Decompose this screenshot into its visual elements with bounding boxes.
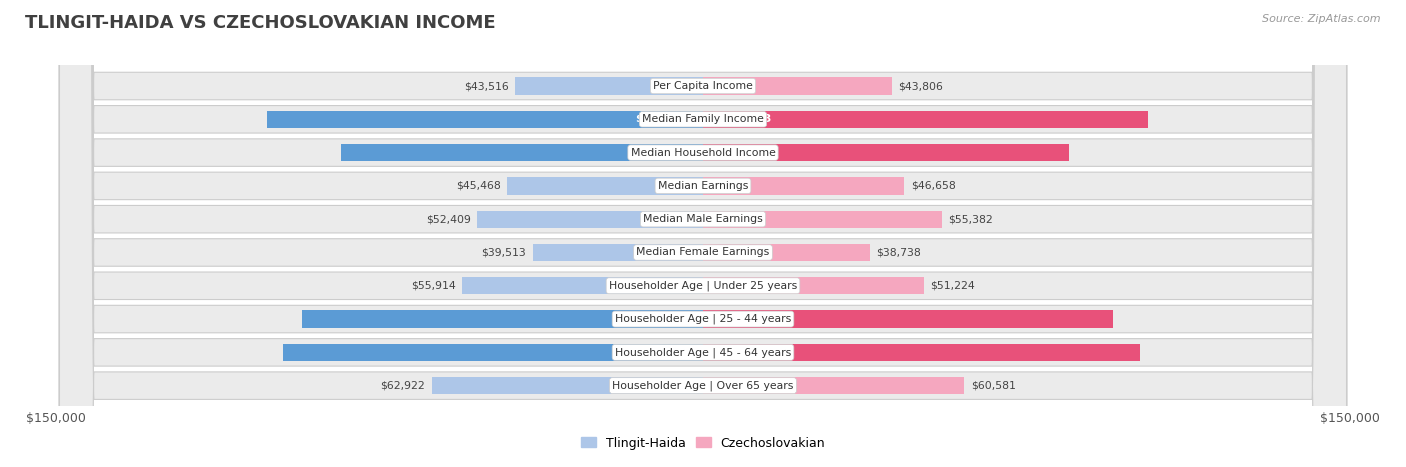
Bar: [703, 311, 1114, 328]
FancyBboxPatch shape: [59, 0, 1347, 467]
FancyBboxPatch shape: [59, 0, 1347, 467]
Text: Householder Age | 25 - 44 years: Householder Age | 25 - 44 years: [614, 314, 792, 324]
Bar: [703, 344, 1140, 361]
Bar: [302, 311, 703, 328]
Text: $46,658: $46,658: [911, 181, 956, 191]
FancyBboxPatch shape: [59, 0, 1347, 467]
FancyBboxPatch shape: [59, 0, 1347, 467]
Bar: [703, 111, 1149, 128]
Text: $52,409: $52,409: [426, 214, 471, 224]
Legend: Tlingit-Haida, Czechoslovakian: Tlingit-Haida, Czechoslovakian: [575, 432, 831, 454]
Text: Source: ZipAtlas.com: Source: ZipAtlas.com: [1263, 14, 1381, 24]
Text: TLINGIT-HAIDA VS CZECHOSLOVAKIAN INCOME: TLINGIT-HAIDA VS CZECHOSLOVAKIAN INCOME: [25, 14, 496, 32]
Text: $101,387: $101,387: [714, 347, 770, 357]
Bar: [703, 377, 965, 394]
Text: $39,513: $39,513: [481, 248, 526, 257]
Text: $43,516: $43,516: [464, 81, 509, 91]
Text: $95,070: $95,070: [714, 314, 763, 324]
Bar: [516, 78, 703, 95]
Bar: [533, 244, 703, 261]
Text: $38,738: $38,738: [876, 248, 921, 257]
Text: Householder Age | Over 65 years: Householder Age | Over 65 years: [612, 381, 794, 391]
Text: $55,914: $55,914: [411, 281, 456, 291]
Text: $62,922: $62,922: [381, 381, 425, 391]
Text: $43,806: $43,806: [898, 81, 943, 91]
Bar: [463, 277, 703, 294]
Text: Median Earnings: Median Earnings: [658, 181, 748, 191]
Bar: [340, 144, 703, 161]
Text: Median Female Earnings: Median Female Earnings: [637, 248, 769, 257]
Text: $103,273: $103,273: [714, 114, 770, 124]
Text: $45,468: $45,468: [456, 181, 501, 191]
Text: Median Male Earnings: Median Male Earnings: [643, 214, 763, 224]
Text: $84,965: $84,965: [714, 148, 763, 157]
Text: Per Capita Income: Per Capita Income: [652, 81, 754, 91]
FancyBboxPatch shape: [59, 0, 1347, 467]
Text: Householder Age | Under 25 years: Householder Age | Under 25 years: [609, 281, 797, 291]
Text: $101,092: $101,092: [636, 114, 692, 124]
FancyBboxPatch shape: [59, 0, 1347, 467]
Bar: [703, 244, 870, 261]
Bar: [703, 144, 1070, 161]
Text: Householder Age | 45 - 64 years: Householder Age | 45 - 64 years: [614, 347, 792, 358]
Bar: [703, 177, 904, 195]
Text: $83,968: $83,968: [643, 148, 692, 157]
Text: $51,224: $51,224: [931, 281, 976, 291]
Bar: [703, 78, 891, 95]
Bar: [477, 211, 703, 228]
Text: $97,417: $97,417: [643, 347, 692, 357]
Text: $92,987: $92,987: [643, 314, 692, 324]
Bar: [283, 344, 703, 361]
FancyBboxPatch shape: [59, 0, 1347, 467]
FancyBboxPatch shape: [59, 0, 1347, 467]
Bar: [703, 277, 924, 294]
Bar: [703, 211, 942, 228]
Text: Median Household Income: Median Household Income: [630, 148, 776, 157]
FancyBboxPatch shape: [59, 0, 1347, 467]
Bar: [508, 177, 703, 195]
FancyBboxPatch shape: [59, 0, 1347, 467]
Text: $60,581: $60,581: [970, 381, 1015, 391]
Text: Median Family Income: Median Family Income: [643, 114, 763, 124]
Text: $55,382: $55,382: [948, 214, 993, 224]
Bar: [267, 111, 703, 128]
Bar: [432, 377, 703, 394]
